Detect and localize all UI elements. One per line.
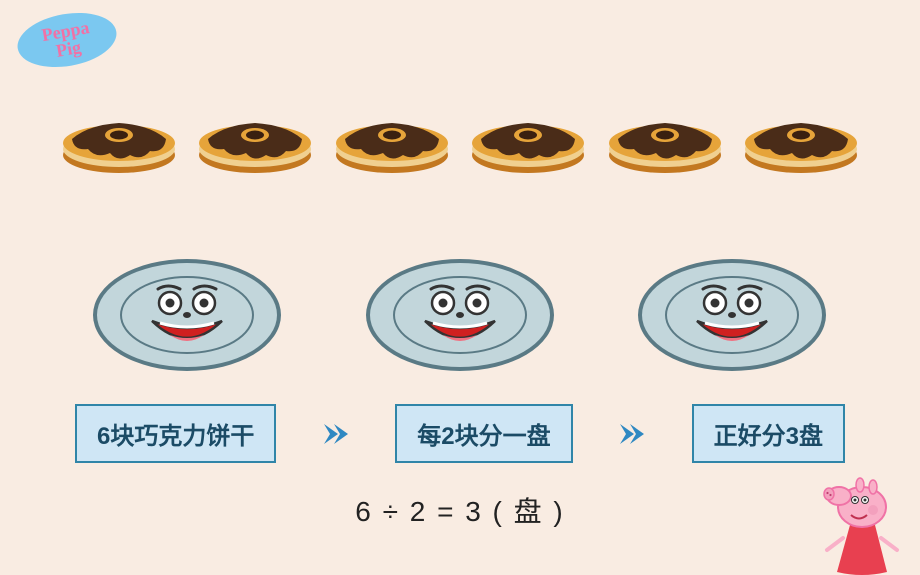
- equation-text: 6 ÷ 2 = 3 ( 盘 ): [0, 490, 920, 530]
- svg-text:Pig: Pig: [55, 37, 83, 61]
- box-3: 正好分3盘: [692, 404, 845, 463]
- box-1: 6块巧克力饼干: [75, 404, 276, 463]
- cookie-icon: [606, 105, 724, 175]
- cookie-icon: [469, 105, 587, 175]
- arrow-icon: [320, 418, 352, 450]
- box-2: 每2块分一盘: [395, 404, 572, 463]
- plate-icon: [635, 255, 830, 375]
- peppa-icon: [815, 470, 910, 575]
- plate-icon: [363, 255, 558, 375]
- slide: Peppa Pig: [0, 0, 920, 575]
- plates-row: [90, 255, 830, 375]
- cookies-row: [60, 105, 860, 175]
- flow-row: 6块巧克力饼干 每2块分一盘 正好分3盘: [75, 404, 845, 463]
- cookie-icon: [60, 105, 178, 175]
- cookie-icon: [196, 105, 314, 175]
- plate-icon: [90, 255, 285, 375]
- arrow-icon: [616, 418, 648, 450]
- cookie-icon: [742, 105, 860, 175]
- cookie-icon: [333, 105, 451, 175]
- peppa-logo: Peppa Pig: [15, 10, 120, 70]
